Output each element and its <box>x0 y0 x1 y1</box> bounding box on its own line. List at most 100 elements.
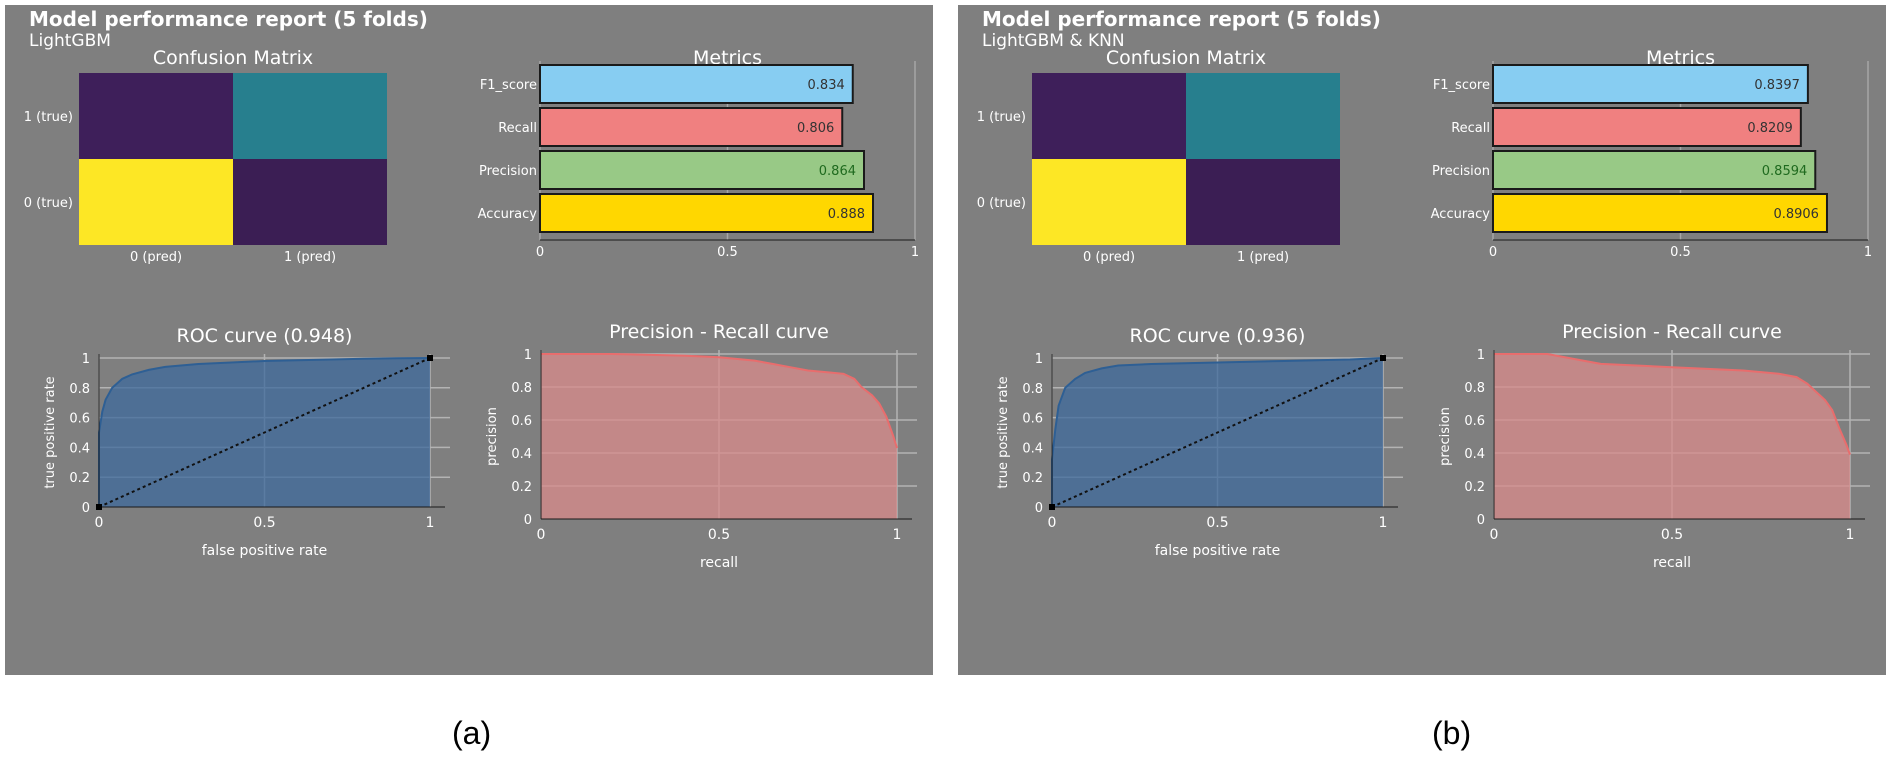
curve-y-tick: 0 <box>1477 513 1485 528</box>
curve-x-tick: 1 <box>1379 515 1388 531</box>
metrics-category-label: Recall <box>498 121 537 136</box>
figure-caption-b: (b) <box>1432 715 1472 751</box>
curve-y-tick: 0.2 <box>69 471 90 486</box>
cm-col-label: 1 (pred) <box>284 250 336 265</box>
curve-title: Precision - Recall curve <box>609 321 829 343</box>
curve-area <box>541 354 897 519</box>
curve-y-tick: 0.6 <box>1022 412 1043 427</box>
curve-y-tick: 0.2 <box>511 480 532 495</box>
curve-line <box>1494 353 1851 455</box>
curve-x-tick: 0.5 <box>1206 515 1228 531</box>
curve-y-label: precision <box>1438 407 1453 466</box>
metrics-value-label: 0.806 <box>797 121 834 136</box>
confusion-matrix-cell <box>1186 159 1340 245</box>
metrics-x-tick: 0 <box>536 245 544 260</box>
figure-caption-a: (a) <box>452 715 492 751</box>
curve-y-tick: 0.4 <box>1022 441 1043 456</box>
metrics-x-tick: 0.5 <box>717 245 738 260</box>
metrics-value-label: 0.8397 <box>1754 78 1800 93</box>
metrics-bar <box>1492 193 1828 233</box>
metrics-bar <box>539 107 844 147</box>
metrics-x-tick: 1 <box>1864 245 1872 260</box>
roc-diagonal <box>1051 357 1384 508</box>
confusion-matrix-cell <box>79 159 233 245</box>
curve-x-tick: 0.5 <box>253 515 275 531</box>
metrics-category-label: Accuracy <box>478 207 538 222</box>
curve-y-tick: 0.6 <box>1464 414 1485 429</box>
curve-y-tick: 0.8 <box>69 382 90 397</box>
metrics-category-label: Precision <box>1432 164 1490 179</box>
curve-y-label: true positive rate <box>996 376 1011 488</box>
curve-x-tick: 0.5 <box>1661 527 1683 543</box>
metrics-value-label: 0.864 <box>819 164 856 179</box>
confusion-matrix-title: Confusion Matrix <box>1106 47 1266 69</box>
curve-title: Precision - Recall curve <box>1562 321 1782 343</box>
curve-x-label: false positive rate <box>1155 543 1281 559</box>
curve-y-tick: 0.4 <box>511 447 532 462</box>
metrics-title: Metrics <box>1646 47 1715 69</box>
confusion-matrix-cell <box>1032 159 1186 245</box>
curve-y-tick: 0.2 <box>1464 480 1485 495</box>
curve-y-tick: 0.4 <box>1464 447 1485 462</box>
metrics-value-label: 0.8209 <box>1747 121 1793 136</box>
cm-row-label: 0 (true) <box>24 196 73 211</box>
metrics-x-tick: 1 <box>911 245 919 260</box>
curve-x-tick: 0 <box>1048 515 1057 531</box>
curve-title: ROC curve (0.948) <box>177 325 353 347</box>
roc-diagonal <box>98 357 431 508</box>
curve-y-tick: 0.8 <box>1464 381 1485 396</box>
metrics-value-label: 0.8594 <box>1762 164 1808 179</box>
roc-endpoint <box>1380 355 1386 361</box>
metrics-category-label: F1_score <box>480 78 537 93</box>
curve-y-tick: 0 <box>82 501 90 516</box>
curve-y-tick: 1 <box>1477 348 1485 363</box>
confusion-matrix-cell <box>233 73 387 159</box>
curve-y-tick: 0 <box>1035 501 1043 516</box>
metrics-value-label: 0.888 <box>828 207 865 222</box>
cm-col-label: 0 (pred) <box>1083 250 1135 265</box>
confusion-matrix-cell <box>1032 73 1186 159</box>
confusion-matrix-cell <box>233 159 387 245</box>
metrics-bar <box>1492 107 1802 147</box>
metrics-bar <box>539 64 854 104</box>
curve-title: ROC curve (0.936) <box>1130 325 1306 347</box>
metrics-category-label: Accuracy <box>1431 207 1491 222</box>
curve-line <box>98 357 431 507</box>
report-subtitle: LightGBM <box>29 31 111 51</box>
confusion-matrix-title: Confusion Matrix <box>153 47 313 69</box>
cm-col-label: 0 (pred) <box>130 250 182 265</box>
report-subtitle: LightGBM & KNN <box>982 31 1125 51</box>
roc-endpoint <box>427 355 433 361</box>
report-charts: Confusion Matrix 1 (true) 0 (true) 0 (pred)… <box>977 47 1872 571</box>
curve-x-tick: 1 <box>1846 527 1855 543</box>
confusion-matrix-cell <box>1186 73 1340 159</box>
curve-x-label: recall <box>700 555 738 571</box>
curve-x-label: false positive rate <box>202 543 328 559</box>
curve-line <box>1051 357 1384 507</box>
curve-y-label: true positive rate <box>43 376 58 488</box>
curve-x-tick: 0.5 <box>708 527 730 543</box>
metrics-bar <box>1492 150 1817 190</box>
metrics-title: Metrics <box>693 47 762 69</box>
cm-col-label: 1 (pred) <box>1237 250 1289 265</box>
report-panel-b: Model performance report (5 folds) Light… <box>958 5 1886 675</box>
metrics-category-label: Precision <box>479 164 537 179</box>
metrics-x-tick: 0 <box>1489 245 1497 260</box>
metrics-category-label: Recall <box>1451 121 1490 136</box>
confusion-matrix-cell <box>79 73 233 159</box>
curve-x-tick: 0 <box>1490 527 1499 543</box>
curve-x-tick: 1 <box>426 515 435 531</box>
curve-y-tick: 0.2 <box>1022 471 1043 486</box>
metrics-bar <box>1492 64 1809 104</box>
cm-row-label: 1 (true) <box>24 110 73 125</box>
curve-x-tick: 0 <box>537 527 546 543</box>
curve-line <box>541 353 898 449</box>
report-charts: Confusion Matrix 1 (true) 0 (true) 0 (pred)… <box>24 47 919 571</box>
curve-x-tick: 1 <box>893 527 902 543</box>
cm-row-label: 0 (true) <box>977 196 1026 211</box>
report-title: Model performance report (5 folds) <box>29 7 428 31</box>
report-title: Model performance report (5 folds) <box>982 7 1381 31</box>
cm-row-label: 1 (true) <box>977 110 1026 125</box>
curve-x-tick: 0 <box>95 515 104 531</box>
report-panel-a: Model performance report (5 folds) Light… <box>5 5 933 675</box>
